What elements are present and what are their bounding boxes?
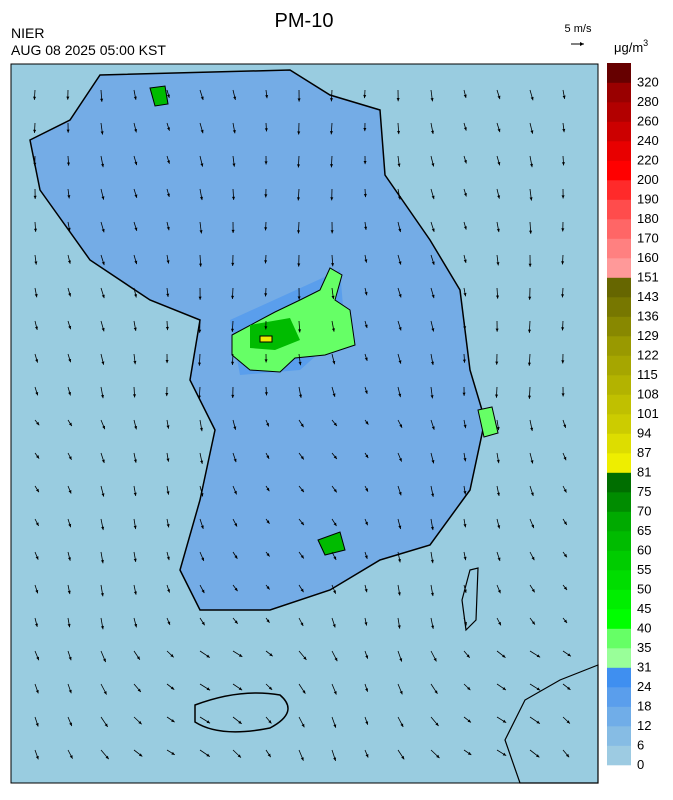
colorbar-swatch: [607, 219, 631, 239]
map: [11, 64, 598, 783]
colorbar-swatch: [607, 746, 631, 766]
colorbar-swatch: [607, 356, 631, 376]
wind-scale-arrowhead: [580, 42, 584, 46]
colorbar-swatch: [607, 726, 631, 746]
colorbar-swatch: [607, 609, 631, 629]
colorbar-label: 55: [637, 562, 651, 577]
colorbar-swatch: [607, 317, 631, 337]
colorbar-label: 129: [637, 328, 659, 343]
unit: μg/m3: [614, 38, 648, 55]
colorbar-swatch: [607, 336, 631, 356]
colorbar-label: 65: [637, 523, 651, 538]
colorbar-label: 24: [637, 679, 651, 694]
wind-scale: 5 m/s: [565, 23, 592, 35]
colorbar-swatch: [607, 102, 631, 122]
hotspot: [260, 336, 272, 342]
colorbar-swatch: [607, 570, 631, 590]
colorbar: 0 6 12 18 24 31 35 40 45 50 55 60 65 70 75 81 87 94 101 108…: [607, 63, 659, 772]
colorbar-swatch: [607, 531, 631, 551]
colorbar-swatch: [607, 161, 631, 181]
colorbar-label: 94: [637, 426, 651, 441]
colorbar-label: 40: [637, 621, 651, 636]
colorbar-swatch: [607, 122, 631, 142]
colorbar-label: 60: [637, 543, 651, 558]
colorbar-label: 180: [637, 211, 659, 226]
colorbar-swatch: [607, 414, 631, 434]
colorbar-swatch: [607, 707, 631, 727]
colorbar-swatch: [607, 687, 631, 707]
agency: NIER: [11, 25, 44, 41]
colorbar-label: 70: [637, 504, 651, 519]
colorbar-swatch: [607, 83, 631, 103]
timestamp: AUG 08 2025 05:00 KST: [11, 42, 166, 58]
title: PM-10: [275, 10, 334, 32]
colorbar-swatch: [607, 375, 631, 395]
colorbar-swatch: [607, 453, 631, 473]
unit-sup: 3: [643, 38, 648, 48]
colorbar-swatch: [607, 180, 631, 200]
colorbar-label: 108: [637, 387, 659, 402]
colorbar-label: 143: [637, 289, 659, 304]
colorbar-label: 101: [637, 406, 659, 421]
colorbar-label: 81: [637, 465, 651, 480]
colorbar-swatch: [607, 492, 631, 512]
colorbar-swatch: [607, 512, 631, 532]
colorbar-swatch: [607, 63, 631, 83]
colorbar-label: 190: [637, 192, 659, 207]
colorbar-label: 160: [637, 250, 659, 265]
colorbar-swatch: [607, 395, 631, 415]
colorbar-swatch: [607, 434, 631, 454]
colorbar-swatch: [607, 200, 631, 220]
colorbar-swatch: [607, 668, 631, 688]
colorbar-swatch: [607, 258, 631, 278]
colorbar-swatch: [607, 629, 631, 649]
unit-base: μg/m: [614, 40, 643, 55]
colorbar-label: 0: [637, 757, 644, 772]
colorbar-swatch: [607, 141, 631, 161]
colorbar-label: 136: [637, 309, 659, 324]
colorbar-label: 50: [637, 582, 651, 597]
colorbar-swatch: [607, 278, 631, 298]
colorbar-label: 75: [637, 484, 651, 499]
colorbar-label: 87: [637, 445, 651, 460]
colorbar-label: 35: [637, 640, 651, 655]
colorbar-label: 122: [637, 348, 659, 363]
colorbar-swatch: [607, 551, 631, 571]
colorbar-swatch: [607, 297, 631, 317]
colorbar-label: 320: [637, 75, 659, 90]
colorbar-swatch: [607, 590, 631, 610]
colorbar-label: 115: [637, 367, 658, 382]
colorbar-label: 31: [637, 660, 651, 675]
colorbar-swatch: [607, 473, 631, 493]
colorbar-label: 200: [637, 172, 659, 187]
colorbar-label: 18: [637, 699, 651, 714]
colorbar-label: 220: [637, 153, 659, 168]
colorbar-label: 170: [637, 231, 659, 246]
colorbar-label: 151: [637, 270, 659, 285]
colorbar-swatch: [607, 239, 631, 259]
colorbar-label: 45: [637, 601, 651, 616]
colorbar-label: 12: [637, 718, 651, 733]
colorbar-swatch: [607, 648, 631, 668]
colorbar-label: 280: [637, 94, 659, 109]
colorbar-label: 6: [637, 738, 644, 753]
colorbar-label: 260: [637, 114, 659, 129]
colorbar-label: 240: [637, 133, 659, 148]
